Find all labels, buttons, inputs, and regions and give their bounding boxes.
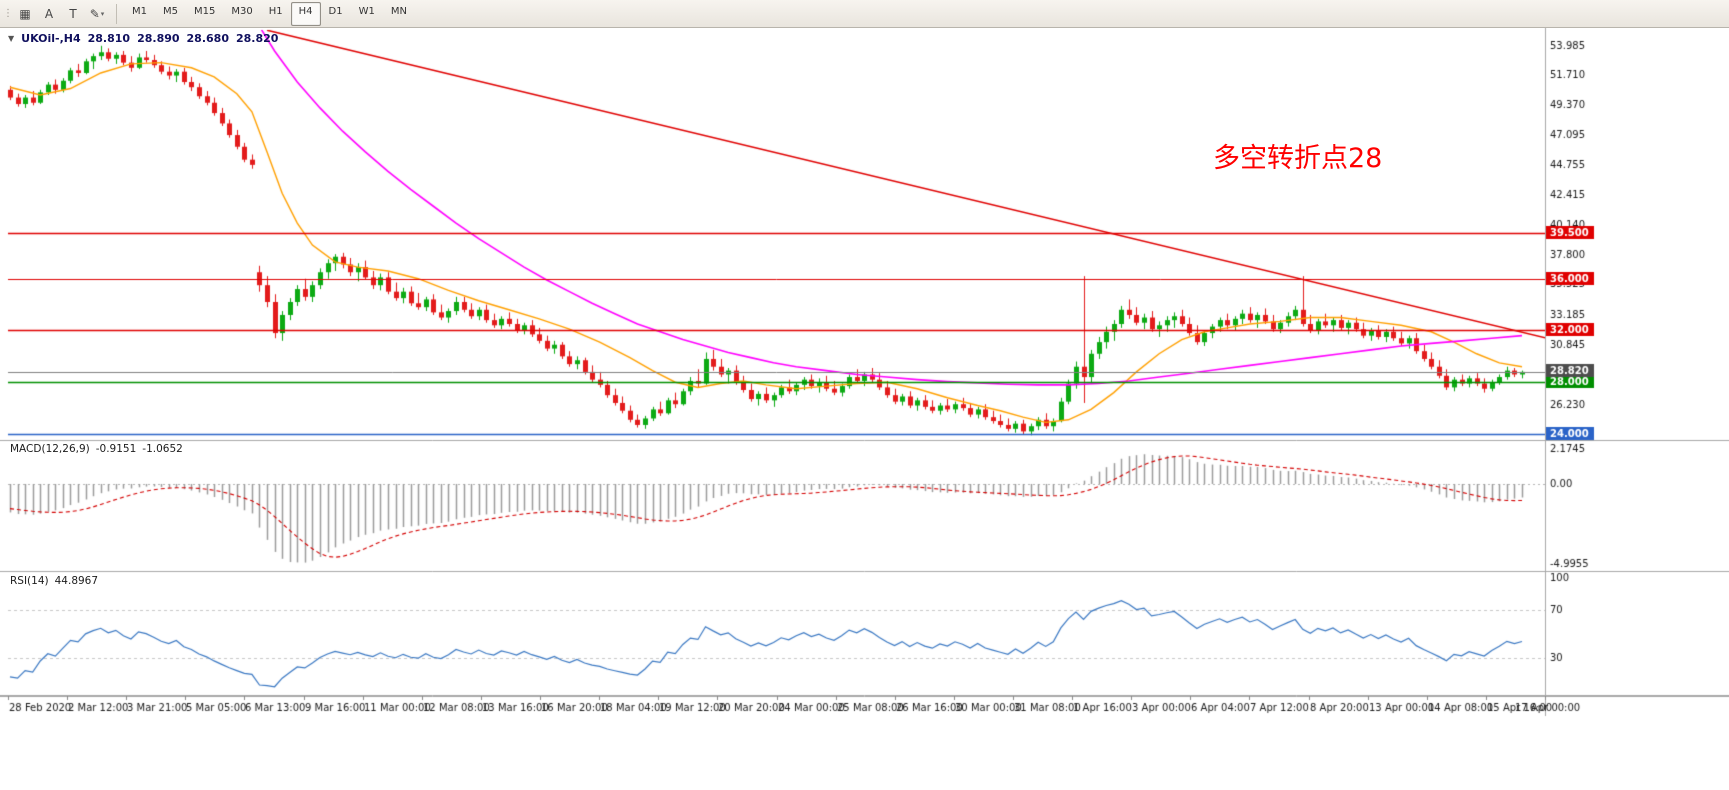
cursor-tool-icon: A — [44, 6, 54, 21]
text-tool-icon: T — [69, 6, 77, 21]
timeframe-w1-button[interactable]: W1 — [358, 5, 375, 17]
chart-text-annotation[interactable]: 多空转折点28 — [1213, 143, 1383, 174]
toolbar-separator — [116, 3, 117, 24]
chevron-down-icon: ▾ — [100, 9, 105, 18]
draw-tool-icon: ✎ — [89, 6, 100, 21]
timeframe-m5-button[interactable]: M5 — [163, 5, 178, 17]
timeframe-d1-button[interactable]: D1 — [328, 5, 343, 17]
timeframe-m30-button[interactable]: M30 — [231, 5, 253, 17]
timeframe-m1-button[interactable]: M1 — [132, 5, 147, 17]
timeframe-h4-button[interactable]: H4 — [290, 1, 321, 26]
chart-grid-icon: ▦ — [19, 6, 31, 21]
timeframe-h1-button[interactable]: H1 — [268, 5, 283, 17]
text-tool-button[interactable]: T — [61, 2, 85, 26]
draw-tool-button[interactable]: ✎ ▾ — [85, 2, 109, 26]
toolbar: ⋮ ▦ A T ✎ ▾ M1 M5 M15 M30 H1 H4 D1 W1 MN — [0, 0, 1729, 28]
chart-grid-button[interactable]: ▦ — [13, 2, 37, 26]
toolbar-tools: ▦ A T ✎ ▾ — [13, 2, 109, 26]
chart-area: ▼ UKOil-,H4 28.810 28.890 28.680 28.820 … — [0, 28, 1729, 790]
timeframe-mn-button[interactable]: MN — [390, 5, 407, 17]
chart-canvas[interactable] — [0, 28, 1729, 790]
cursor-tool-button[interactable]: A — [37, 2, 61, 26]
toolbar-drag-handle[interactable]: ⋮ — [3, 7, 13, 19]
timeframe-buttons: M1 M5 M15 M30 H1 H4 D1 W1 MN — [124, 1, 415, 26]
timeframe-m15-button[interactable]: M15 — [194, 5, 216, 17]
